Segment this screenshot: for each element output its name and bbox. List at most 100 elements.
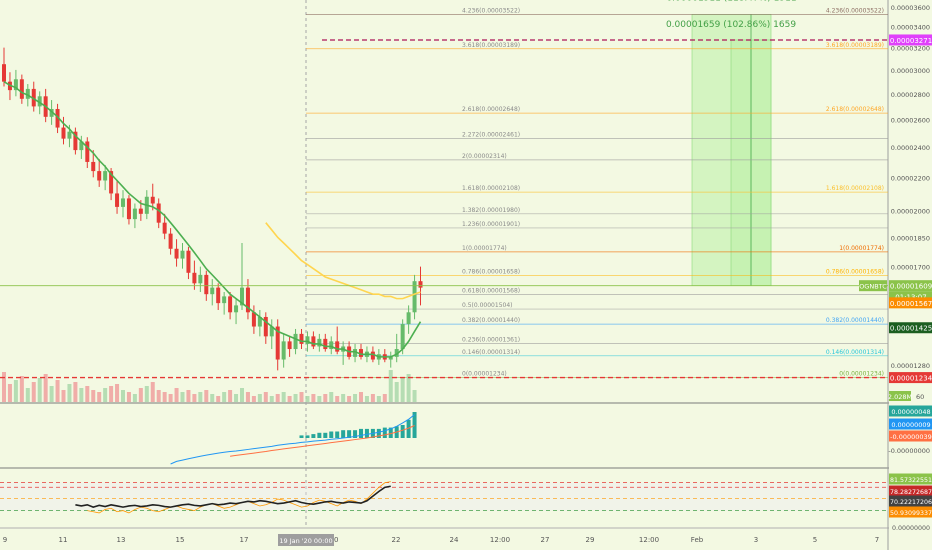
price-tick-label: 0.00002600	[891, 116, 930, 124]
candle	[132, 203, 137, 229]
price-tick-label: 0.00001700	[891, 264, 930, 272]
candle	[186, 246, 191, 280]
macd-histogram-bar	[347, 430, 352, 438]
candle	[228, 291, 233, 320]
candle	[394, 333, 399, 363]
candle	[299, 328, 304, 350]
volume-bar	[347, 396, 352, 402]
candle	[257, 309, 262, 337]
candle-body	[293, 333, 298, 350]
volume-bar	[240, 388, 244, 402]
volume-bar	[287, 396, 292, 402]
candle	[61, 116, 66, 145]
candle-body	[37, 96, 42, 107]
signal-line	[230, 425, 415, 457]
candle	[192, 260, 197, 290]
fib-label-right: 0.146(0.00001314)	[826, 349, 884, 356]
price-tick-label: 0.00003600	[891, 4, 930, 12]
candle-body	[150, 196, 155, 204]
candle-body	[406, 312, 411, 325]
candle-body	[263, 316, 268, 337]
candle	[222, 291, 227, 315]
fib-label-left: 0.786(0.00001658)	[462, 268, 520, 275]
time-tick-label: Feb	[691, 536, 704, 544]
volume-bar	[299, 392, 304, 402]
candle	[55, 103, 60, 134]
volume-bar	[7, 384, 12, 402]
candle-body	[115, 193, 120, 207]
price-badge	[889, 322, 932, 334]
candle-body	[287, 341, 292, 350]
oscillator-value-label: 50.93099337	[890, 510, 932, 517]
time-tick-label: 24	[450, 536, 459, 544]
volume-bar	[323, 394, 328, 402]
fib-label-right: 2.618(0.00002648)	[826, 106, 884, 113]
price-tick-label: 0.00002200	[891, 174, 930, 182]
candle-body	[2, 64, 6, 82]
candle	[359, 343, 363, 360]
volume-bar	[305, 396, 310, 402]
macd-pane	[170, 412, 417, 465]
fib-label-left: 0.146(0.00001314)	[462, 349, 520, 356]
candle-body	[97, 171, 102, 181]
volume-bar	[364, 396, 369, 402]
volume-bar	[210, 394, 215, 402]
fib-label-left: 3.618(0.00003189)	[462, 42, 520, 49]
volume-bar	[263, 392, 268, 402]
candle	[311, 331, 316, 350]
fib-label-left: 0.236(0.00001361)	[462, 337, 520, 344]
macd-value-label: -0.00000000	[888, 447, 930, 455]
price-badge	[889, 34, 932, 46]
candle	[275, 319, 280, 371]
volume-bar	[103, 388, 108, 402]
candle	[293, 328, 298, 355]
candle-body	[103, 171, 108, 181]
macd-histogram-bar	[329, 431, 334, 438]
volume-bar	[121, 390, 125, 402]
candle	[251, 305, 256, 334]
volume-bar	[150, 382, 155, 402]
macd-histogram-bar	[388, 427, 393, 438]
volume-period-label: 60	[916, 393, 924, 401]
candle-body	[353, 349, 358, 357]
candle-body	[126, 198, 131, 220]
candle-body	[168, 233, 173, 249]
candle-body	[73, 131, 78, 151]
volume-bar	[192, 394, 197, 402]
oscillator-value-label: 70.22217206	[890, 499, 932, 506]
volume-bar	[412, 390, 417, 402]
oscillator-value-label: 0.00000000	[892, 525, 930, 532]
time-tick-label: 11	[59, 536, 68, 544]
price-tick-label: 0.00003400	[891, 24, 930, 32]
time-tick-label: 7	[875, 536, 879, 544]
candle-body	[156, 203, 161, 223]
ma_short-line	[3, 80, 422, 358]
candle-body	[204, 274, 209, 295]
fib-label-left: 0(0.00001234)	[462, 371, 507, 378]
macd-histogram-bar	[412, 412, 417, 438]
oscillator-badge	[889, 485, 932, 497]
fib-label-left: 2.272(0.00002461)	[462, 132, 520, 139]
candle	[121, 190, 125, 218]
candle	[412, 274, 417, 320]
price-badge	[889, 291, 932, 303]
time-tick-label: 29	[586, 536, 595, 544]
volume-bar	[132, 394, 137, 402]
volume-bar	[91, 390, 96, 402]
volume-bar	[204, 390, 209, 402]
volume-bar	[281, 392, 286, 402]
price-tick-label: 0.00001280	[891, 362, 930, 370]
candle	[79, 135, 84, 159]
candle-body	[299, 333, 304, 344]
candle	[269, 319, 274, 350]
candle	[97, 158, 102, 187]
oscillator-band	[0, 482, 888, 511]
candle-body	[31, 88, 36, 107]
candle-body	[311, 336, 316, 347]
volume-bar	[168, 394, 173, 402]
candle-body	[222, 296, 227, 304]
volume-bar	[275, 394, 280, 402]
candle-body	[234, 305, 239, 313]
volume-bar	[341, 394, 346, 402]
